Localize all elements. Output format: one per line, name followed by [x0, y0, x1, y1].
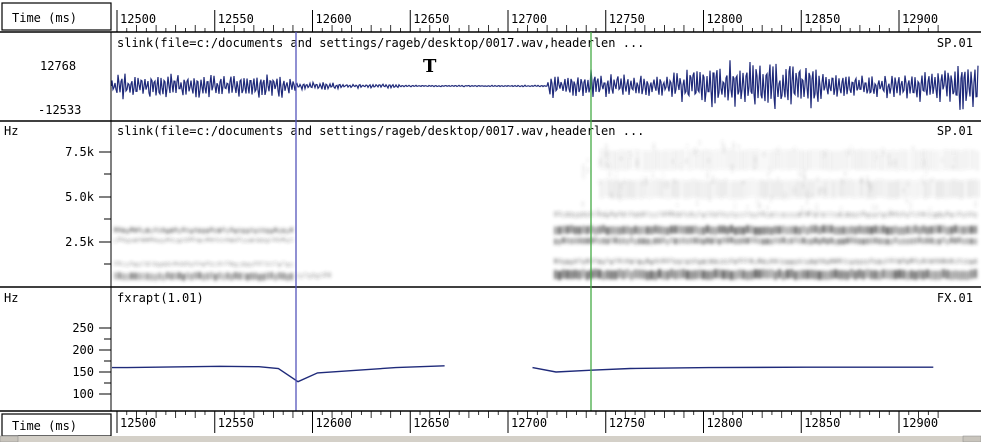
time-tick-label: 12600 — [316, 12, 352, 26]
time-tick-label: 12500 — [120, 12, 156, 26]
top-time-axis — [0, 0, 981, 32]
pitch-ytick-label: 200 — [72, 343, 94, 357]
scroll-left-button[interactable] — [0, 435, 19, 443]
spectrogram-title: slink(file=c:/documents and settings/rag… — [117, 124, 644, 138]
annotation-label: T — [423, 56, 437, 77]
waveform-trace — [111, 60, 979, 110]
spectrogram-panel: Hz slink(file=c:/documents and settings/… — [4, 121, 979, 287]
pitch-yticks: 250 200 150 100 — [72, 321, 111, 401]
time-tick-label: 12550 — [218, 416, 254, 430]
spectrogram-unit: Hz — [4, 124, 18, 138]
time-tick-label: 12900 — [902, 12, 938, 26]
pitch-series-0 — [112, 365, 445, 383]
waveform-title: slink(file=c:/documents and settings/rag… — [117, 36, 644, 50]
pitch-signal-id: FX.01 — [937, 291, 973, 305]
spec-ytick-2-5k: 2.5k — [65, 235, 95, 249]
pitch-ytick-label: 100 — [72, 387, 94, 401]
pitch-ytick-label: 150 — [72, 365, 94, 379]
time-tick-label: 12500 — [120, 416, 156, 430]
bottom-time-ticks: 12500 12550 12600 12650 12700 12750 12800 12850… — [116, 411, 939, 433]
time-axis-label: Time (ms) — [12, 11, 77, 25]
time-tick-label: 12550 — [218, 12, 254, 26]
horizontal-scrollbar[interactable] — [0, 436, 981, 442]
time-tick-label: 12900 — [902, 416, 938, 430]
pitch-unit: Hz — [4, 291, 18, 305]
time-tick-label: 12600 — [316, 416, 352, 430]
time-tick-label: 12850 — [804, 12, 840, 26]
time-tick-label: 12650 — [413, 12, 449, 26]
spec-ytick-5-0k: 5.0k — [65, 190, 95, 204]
pitch-panel: Hz fxrapt(1.01) FX.01 250 200 150 100 — [4, 287, 973, 411]
scroll-right-button[interactable] — [962, 435, 981, 443]
pitch-ytick-label: 250 — [72, 321, 94, 335]
time-tick-label: 12650 — [413, 416, 449, 430]
spectrogram-image — [114, 140, 979, 281]
time-tick-label: 12750 — [609, 416, 645, 430]
time-tick-label: 12800 — [707, 416, 743, 430]
waveform-ymax: 12768 — [40, 59, 76, 73]
time-tick-label: 12700 — [511, 12, 547, 26]
time-axis-label-box — [1, 2, 112, 31]
time-tick-label: 12800 — [707, 12, 743, 26]
waveform-ymin: -12533 — [38, 103, 81, 117]
pitch-series-1 — [532, 366, 934, 373]
time-tick-label: 12750 — [609, 12, 645, 26]
top-time-ticks: 12500 12550 12600 12650 12700 12750 12800 12850… — [116, 10, 939, 32]
waveform-panel: slink(file=c:/documents and settings/rag… — [38, 32, 979, 121]
time-tick-label: 12700 — [511, 416, 547, 430]
spec-ytick-7-5k: 7.5k — [65, 145, 95, 159]
pitch-title: fxrapt(1.01) — [117, 291, 204, 305]
spectrogram-signal-id: SP.01 — [937, 124, 973, 138]
time-tick-label: 12850 — [804, 416, 840, 430]
pitch-traces — [112, 365, 934, 383]
bottom-time-axis-label: Time (ms) — [12, 419, 77, 433]
waveform-signal-id: SP.01 — [937, 36, 973, 50]
